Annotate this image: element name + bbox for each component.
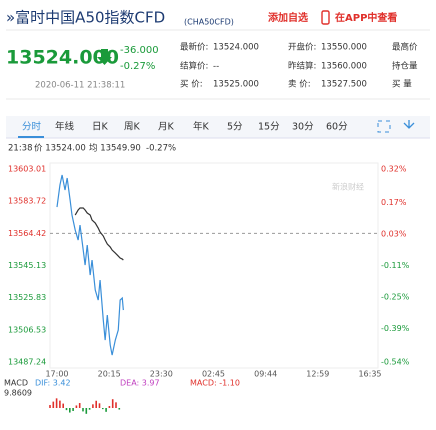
change: -36.000 — [120, 45, 159, 56]
macd-dif: DIF: 3.42 — [35, 379, 71, 388]
y2-tick-label: -0.11% — [381, 261, 410, 270]
y-tick-label: 13525.83 — [8, 293, 46, 302]
series-line — [56, 174, 124, 356]
x-tick-label: 23:30 — [150, 370, 173, 379]
phone-icon — [321, 10, 330, 25]
tab[interactable]: 分时 — [22, 121, 42, 133]
tab[interactable]: 日K — [92, 122, 109, 133]
quote-time: 2020-06-11 21:38:11 — [35, 81, 125, 91]
field-value: 13550.000 — [321, 43, 367, 53]
macd-top: 9.8609 — [4, 389, 32, 398]
fullscreen-icon[interactable] — [377, 120, 391, 133]
macd-value: MACD: -1.10 — [190, 379, 240, 388]
series-line — [74, 207, 124, 261]
app-link[interactable]: 在APP中查看 — [335, 11, 397, 24]
x-tick-label: 16:35 — [358, 370, 381, 379]
tab[interactable]: 年线 — [55, 121, 75, 133]
price: 13524.000 — [6, 47, 119, 69]
info: 21:38 — [8, 144, 33, 154]
field-label: 昨结算: — [288, 61, 316, 72]
x-tick-label: 02:45 — [202, 370, 225, 379]
y-tick-label: 13583.72 — [8, 197, 46, 206]
field-label: 持仓量 — [392, 61, 418, 72]
tab-bar — [6, 116, 430, 138]
tab[interactable]: 30分 — [292, 122, 314, 133]
y2-tick-label: 0.03% — [381, 230, 407, 239]
y-tick-label: 13545.13 — [8, 261, 46, 270]
x-tick-label: 09:44 — [254, 370, 277, 379]
field-value: 13524.000 — [213, 43, 259, 53]
add-watchlist[interactable]: 添加自选 — [268, 11, 308, 24]
field-value: -- — [213, 62, 219, 72]
macd-name: MACD — [4, 379, 28, 388]
tab[interactable]: 15分 — [258, 122, 280, 133]
y2-tick-label: 0.17% — [381, 198, 407, 207]
info: -0.27% — [146, 144, 176, 154]
y2-tick-label: -0.54% — [381, 358, 410, 367]
info: 价 13524.00 — [34, 144, 86, 154]
y-tick-label: 13603.01 — [8, 165, 46, 174]
x-tick-label: 12:59 — [306, 370, 329, 379]
field-value: 13527.500 — [321, 80, 367, 90]
y-tick-label: 13487.24 — [8, 358, 46, 367]
title: »富时中国A50指数CFD — [6, 9, 165, 27]
info: 均 13549.90 — [89, 143, 141, 154]
tab[interactable]: 年K — [193, 121, 210, 133]
y-tick-label: 13506.53 — [8, 325, 46, 334]
plot-frame — [49, 162, 379, 369]
field-label: 买 价: — [180, 80, 203, 90]
watermark: 新浪财经 — [332, 182, 364, 192]
y2-tick-label: -0.25% — [381, 292, 410, 301]
code: (CHA50CFD) — [184, 18, 234, 27]
tab[interactable]: 5分 — [227, 122, 243, 133]
y2-tick-label: -0.39% — [381, 324, 410, 333]
field-label: 结算价: — [180, 61, 208, 72]
field-label: 买 量 — [392, 80, 412, 90]
download-icon[interactable] — [403, 120, 415, 129]
tab[interactable]: 60分 — [326, 122, 348, 133]
x-tick-label: 20:15 — [98, 370, 121, 379]
macd-dea: DEA: 3.97 — [120, 379, 160, 388]
field-value: 13525.000 — [213, 80, 259, 90]
y-tick-label: 13564.42 — [8, 229, 46, 238]
x-tick-label: 17:00 — [45, 370, 68, 379]
y2-tick-label: 0.32% — [381, 165, 407, 174]
change-pct: -0.27% — [120, 61, 155, 72]
field-value: 13560.000 — [321, 62, 367, 72]
field-label: 开盘价: — [288, 42, 316, 53]
tab[interactable]: 月K — [158, 122, 175, 133]
field-label: 最新价: — [180, 42, 208, 53]
field-label: 卖 价: — [288, 80, 311, 90]
field-label: 最高价 — [392, 42, 418, 53]
down-arrow — [97, 49, 112, 65]
tab[interactable]: 周K — [124, 122, 141, 133]
